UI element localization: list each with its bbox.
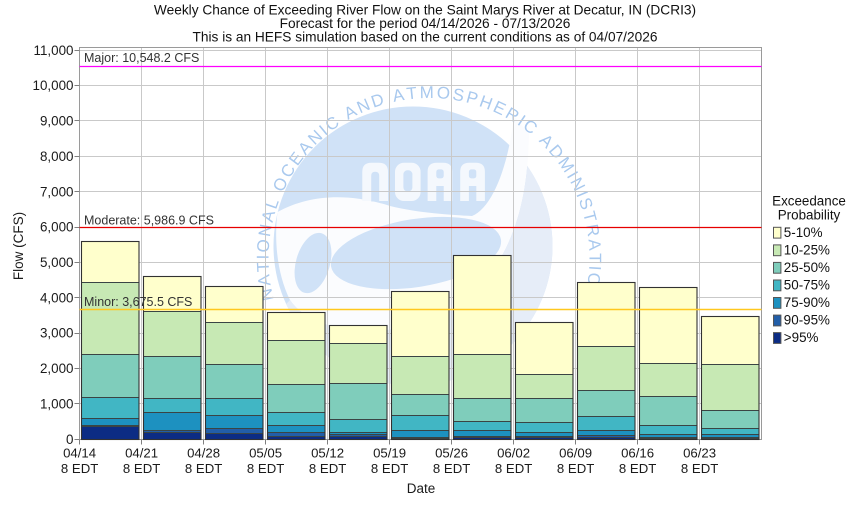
svg-text:8 EDT: 8 EDT — [681, 461, 718, 476]
svg-text:10-25%: 10-25% — [784, 243, 830, 258]
svg-text:4,000: 4,000 — [40, 290, 74, 305]
svg-text:Minor: 3,675.5 CFS: Minor: 3,675.5 CFS — [84, 295, 192, 309]
svg-text:Major: 10,548.2 CFS: Major: 10,548.2 CFS — [84, 51, 199, 65]
svg-text:P: P — [464, 88, 480, 109]
svg-text:Moderate: 5,986.9 CFS: Moderate: 5,986.9 CFS — [84, 213, 214, 227]
svg-text:D: D — [369, 90, 387, 112]
svg-text:75-90%: 75-90% — [784, 295, 830, 310]
svg-text:Flow (CFS): Flow (CFS) — [11, 212, 26, 280]
svg-text:Date: Date — [407, 481, 436, 496]
svg-text:05/05: 05/05 — [249, 446, 282, 461]
svg-text:2,000: 2,000 — [40, 361, 74, 376]
svg-text:T: T — [585, 253, 604, 263]
svg-text:6,000: 6,000 — [40, 220, 74, 235]
svg-text:O: O — [436, 83, 451, 103]
svg-text:A: A — [585, 238, 605, 252]
svg-text:90-95%: 90-95% — [784, 313, 830, 328]
svg-text:Exceedance: Exceedance — [772, 194, 846, 209]
svg-text:5-10%: 5-10% — [784, 225, 823, 240]
svg-text:7,000: 7,000 — [40, 184, 74, 199]
svg-text:06/23: 06/23 — [683, 446, 716, 461]
svg-text:04/28: 04/28 — [187, 446, 220, 461]
svg-text:11,000: 11,000 — [34, 43, 74, 58]
svg-text:I: I — [253, 255, 272, 260]
svg-text:Weekly Chance of Exceeding Riv: Weekly Chance of Exceeding River Flow on… — [154, 3, 696, 18]
svg-text:10,000: 10,000 — [33, 78, 74, 93]
svg-text:05/26: 05/26 — [435, 446, 468, 461]
svg-text:8 EDT: 8 EDT — [185, 461, 222, 476]
svg-text:5,000: 5,000 — [40, 255, 74, 270]
svg-text:3,000: 3,000 — [40, 326, 74, 341]
svg-text:R: R — [582, 223, 603, 238]
svg-text:I: I — [585, 265, 604, 271]
svg-text:04/21: 04/21 — [125, 446, 158, 461]
svg-text:8 EDT: 8 EDT — [61, 461, 98, 476]
svg-text:04/14: 04/14 — [63, 446, 96, 461]
svg-text:This is an HEFS simulation bas: This is an HEFS simulation based on the … — [193, 30, 658, 45]
svg-text:9,000: 9,000 — [40, 114, 74, 129]
svg-text:M: M — [420, 83, 434, 102]
svg-text:05/19: 05/19 — [373, 446, 406, 461]
svg-text:8 EDT: 8 EDT — [495, 461, 532, 476]
svg-text:A: A — [391, 85, 406, 106]
svg-text:50-75%: 50-75% — [784, 278, 830, 293]
svg-text:8 EDT: 8 EDT — [433, 461, 470, 476]
svg-text:T: T — [406, 83, 418, 103]
svg-text:I: I — [572, 188, 591, 200]
svg-text:Probability: Probability — [778, 208, 841, 223]
svg-text:T: T — [579, 209, 600, 224]
svg-text:05/12: 05/12 — [311, 446, 344, 461]
svg-text:H: H — [477, 92, 495, 114]
svg-text:0: 0 — [66, 432, 73, 447]
svg-text:S: S — [451, 85, 466, 106]
svg-text:Forecast for the period 04/14/: Forecast for the period 04/14/2026 - 07/… — [280, 16, 571, 31]
svg-text:T: T — [253, 261, 273, 272]
svg-text:8 EDT: 8 EDT — [557, 461, 594, 476]
svg-text:8 EDT: 8 EDT — [247, 461, 284, 476]
svg-text:06/02: 06/02 — [497, 446, 530, 461]
svg-text:8 EDT: 8 EDT — [123, 461, 160, 476]
svg-text:A: A — [254, 273, 274, 287]
svg-text:06/09: 06/09 — [559, 446, 592, 461]
svg-text:8 EDT: 8 EDT — [619, 461, 656, 476]
svg-text:>95%: >95% — [784, 330, 819, 345]
svg-text:25-50%: 25-50% — [784, 260, 830, 275]
svg-text:O: O — [254, 239, 274, 254]
svg-text:8 EDT: 8 EDT — [309, 461, 346, 476]
svg-text:8 EDT: 8 EDT — [371, 461, 408, 476]
svg-text:1,000: 1,000 — [40, 396, 74, 411]
svg-text:8,000: 8,000 — [40, 149, 74, 164]
svg-text:06/16: 06/16 — [621, 446, 654, 461]
